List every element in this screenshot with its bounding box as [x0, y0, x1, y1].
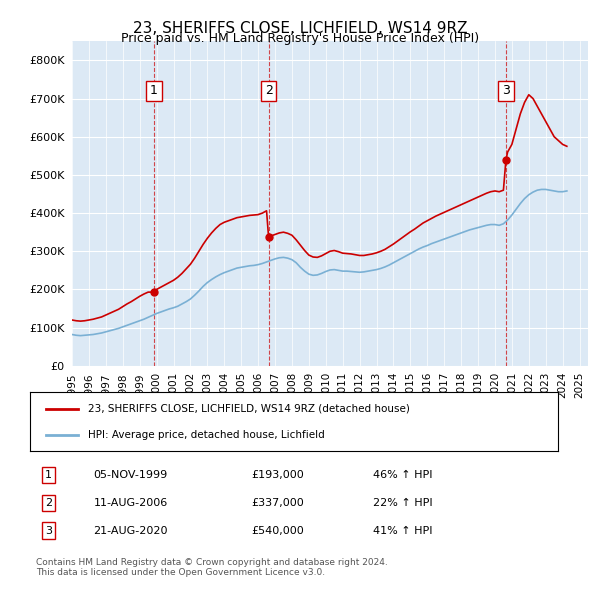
Text: Price paid vs. HM Land Registry's House Price Index (HPI): Price paid vs. HM Land Registry's House … — [121, 32, 479, 45]
Text: £540,000: £540,000 — [252, 526, 305, 536]
Text: 46% ↑ HPI: 46% ↑ HPI — [373, 470, 433, 480]
Text: 05-NOV-1999: 05-NOV-1999 — [94, 470, 167, 480]
Text: 3: 3 — [502, 84, 510, 97]
Text: 41% ↑ HPI: 41% ↑ HPI — [373, 526, 433, 536]
Text: 2: 2 — [45, 498, 52, 508]
Text: £337,000: £337,000 — [252, 498, 305, 508]
Text: 21-AUG-2020: 21-AUG-2020 — [94, 526, 168, 536]
Text: 2: 2 — [265, 84, 272, 97]
Text: HPI: Average price, detached house, Lichfield: HPI: Average price, detached house, Lich… — [88, 430, 325, 440]
Text: £193,000: £193,000 — [252, 470, 305, 480]
Text: 3: 3 — [45, 526, 52, 536]
Text: 11-AUG-2006: 11-AUG-2006 — [94, 498, 167, 508]
Text: Contains HM Land Registry data © Crown copyright and database right 2024.
This d: Contains HM Land Registry data © Crown c… — [36, 558, 388, 577]
Text: 23, SHERIFFS CLOSE, LICHFIELD, WS14 9RZ: 23, SHERIFFS CLOSE, LICHFIELD, WS14 9RZ — [133, 21, 467, 35]
Text: 22% ↑ HPI: 22% ↑ HPI — [373, 498, 433, 508]
Text: 1: 1 — [45, 470, 52, 480]
Text: 1: 1 — [150, 84, 158, 97]
Text: 23, SHERIFFS CLOSE, LICHFIELD, WS14 9RZ (detached house): 23, SHERIFFS CLOSE, LICHFIELD, WS14 9RZ … — [88, 404, 410, 414]
